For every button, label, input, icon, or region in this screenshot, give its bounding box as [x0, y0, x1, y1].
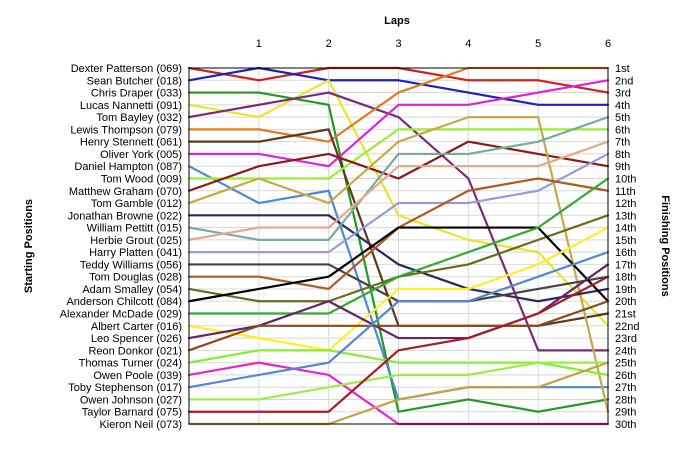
starting-position-label: William Pettitt (015): [87, 223, 182, 235]
series-line: [187, 91, 610, 352]
finishing-position-label: 15th: [615, 235, 636, 247]
finishing-position-label: 8th: [615, 149, 630, 161]
finishing-position-label: 20th: [615, 296, 636, 308]
starting-position-label: Toby Stephenson (017): [68, 382, 182, 394]
starting-position-label: Owen Johnson (027): [80, 394, 182, 406]
finishing-position-label: 3rd: [615, 88, 631, 100]
finishing-position-label: 30th: [615, 419, 636, 431]
plot-frame: [188, 67, 609, 425]
starting-position-label: Sean Butcher (018): [87, 75, 182, 87]
finishing-position-label: 5th: [615, 112, 630, 124]
starting-position-label: Taylor Barnard (075): [82, 407, 182, 419]
finishing-position-label: 26th: [615, 370, 636, 382]
series-line: [187, 361, 610, 401]
finishing-position-label: 27th: [615, 382, 636, 394]
starting-position-label: Tom Gamble (012): [91, 198, 182, 210]
series-line: [187, 91, 610, 413]
starting-position-label: Tom Douglas (028): [89, 272, 182, 284]
finishing-position-label: 9th: [615, 161, 630, 173]
starting-position-label: Tom Bayley (032): [96, 112, 182, 124]
starting-position-label: Alexander McDade (029): [60, 309, 182, 321]
finishing-position-label: 25th: [615, 358, 636, 370]
finishing-position-label: 29th: [615, 407, 636, 419]
starting-position-label: Jonathan Browne (022): [68, 210, 182, 222]
starting-position-label: Tom Wood (009): [101, 173, 182, 185]
starting-position-label: Thomas Turner (024): [79, 358, 182, 370]
series-line: [187, 140, 610, 192]
starting-position-label: Oliver York (005): [100, 149, 182, 161]
finishing-position-label: 28th: [615, 394, 636, 406]
starting-position-label: Reon Donkor (021): [88, 345, 182, 357]
starting-position-label: Harry Platten (041): [89, 247, 182, 259]
finishing-position-label: 23rd: [615, 333, 637, 345]
finishing-position-label: 12th: [615, 198, 636, 210]
finishing-position-label: 24th: [615, 345, 636, 357]
series-line: [187, 116, 610, 241]
starting-position-label: Owen Poole (039): [93, 370, 182, 382]
series-line: [187, 214, 610, 303]
finishing-position-label: 21st: [615, 309, 636, 321]
series-line: [187, 140, 610, 241]
lap-tick-label: 3: [395, 38, 401, 50]
series-line: [187, 177, 610, 315]
starting-position-label: Dexter Patterson (069): [71, 63, 182, 75]
finishing-position-label: 1st: [615, 63, 630, 75]
left-axis-title: Starting Positions: [23, 199, 35, 293]
starting-position-label: Albert Carter (016): [91, 321, 182, 333]
finishing-position-label: 19th: [615, 284, 636, 296]
starting-position-label: Matthew Graham (070): [69, 186, 182, 198]
finishing-position-label: 22nd: [615, 321, 639, 333]
starting-position-label: Anderson Chilcott (084): [66, 296, 182, 308]
series-line: [187, 152, 610, 254]
finishing-position-label: 11th: [615, 186, 636, 198]
series-line: [187, 79, 610, 168]
starting-position-label: Leo Spencer (026): [91, 333, 182, 345]
grid-layer: [189, 67, 609, 425]
lap-tick-label: 1: [256, 38, 262, 50]
lap-tick-label: 4: [465, 38, 471, 50]
series-line: [187, 226, 610, 352]
finishing-position-label: 10th: [615, 173, 636, 185]
starting-position-label: Kieron Neil (073): [99, 419, 182, 431]
lap-tick-label: 5: [535, 38, 541, 50]
label-layer: 1 2 3 4 5 6 Dexter Patterson (069)Sean Butcher…: [60, 38, 640, 431]
series-line: [187, 300, 610, 352]
series-layer: [187, 66, 610, 426]
starting-position-label: Teddy Williams (056): [80, 259, 182, 271]
finishing-position-label: 18th: [615, 272, 636, 284]
right-axis-title: Finishing Positions: [659, 195, 671, 296]
x-axis-title: Laps: [384, 15, 410, 27]
finishing-position-label: 17th: [615, 259, 636, 271]
series-line: [187, 116, 610, 413]
lap-tick-label: 6: [605, 38, 611, 50]
starting-position-label: Henry Stennett (061): [80, 137, 182, 149]
finishing-position-label: 16th: [615, 247, 636, 259]
finishing-position-label: 13th: [615, 210, 636, 222]
lap-tick-label: 2: [326, 38, 332, 50]
series-line: [187, 251, 610, 389]
starting-position-label: Daniel Hampton (087): [74, 161, 182, 173]
series-line: [187, 79, 610, 327]
finishing-position-label: 7th: [615, 137, 630, 149]
starting-position-label: Lucas Nannetti (091): [80, 100, 182, 112]
starting-position-label: Adam Smalley (054): [82, 284, 182, 296]
starting-position-label: Lewis Thompson (079): [70, 124, 182, 136]
finishing-position-label: 6th: [615, 124, 630, 136]
finishing-position-label: 4th: [615, 100, 630, 112]
finishing-position-label: 2nd: [615, 75, 633, 87]
starting-position-label: Chris Draper (033): [91, 88, 182, 100]
starting-position-label: Herbie Grout (025): [90, 235, 182, 247]
finishing-position-label: 14th: [615, 223, 636, 235]
series-line: [187, 275, 610, 413]
